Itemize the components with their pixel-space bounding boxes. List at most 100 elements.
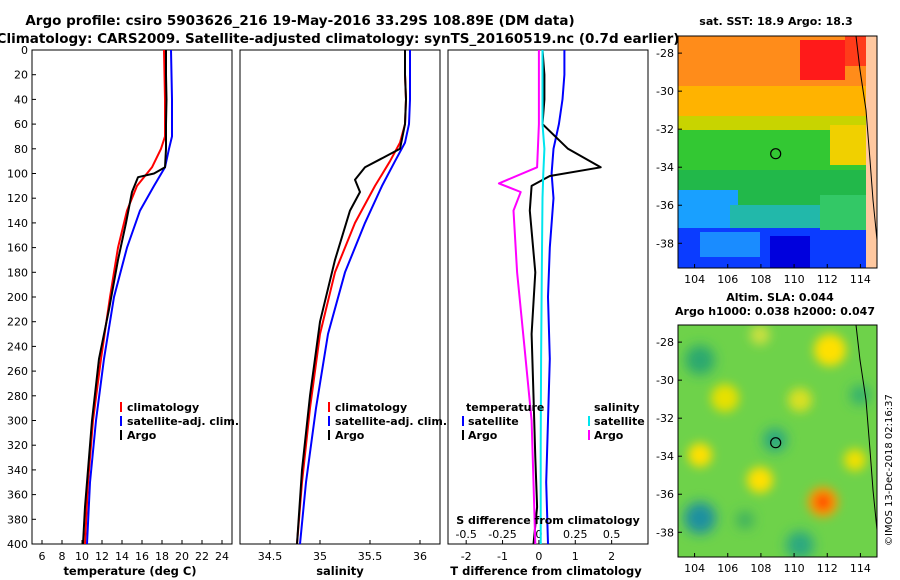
map-y-tick-label: -30 xyxy=(656,85,674,98)
diff-legend-temperature-title: temperature xyxy=(466,401,544,414)
map-y-tick-label: -32 xyxy=(656,123,674,136)
x-tick-label: -2 xyxy=(461,550,472,563)
sla-map-title-1: Altim. SLA: 0.044 xyxy=(726,291,834,304)
temperature-legend: climatology satellite-adj. clim. Argo xyxy=(120,401,239,442)
x-tick-label: 1 xyxy=(572,550,579,563)
depth-tick-label: 360 xyxy=(7,489,28,502)
temp-legend-argo: Argo xyxy=(127,429,157,442)
diff-legend-s-satellite: satellite xyxy=(594,415,645,428)
x-tick-label: 34.5 xyxy=(258,550,283,563)
depth-tick-label: 300 xyxy=(7,415,28,428)
map-x-tick-label: 110 xyxy=(784,562,805,575)
temperature-plot-frame xyxy=(31,49,233,545)
map-y-tick-label: -28 xyxy=(656,336,674,349)
depth-tick-label: 380 xyxy=(7,513,28,526)
title-line-2: Climatology: CARS2009. Satellite-adjuste… xyxy=(0,31,679,47)
series-line-s-argo xyxy=(497,50,540,545)
depth-tick-label: 340 xyxy=(7,464,28,477)
s-diff-tick-label: -0.5 xyxy=(455,528,476,541)
depth-tick-label: 280 xyxy=(7,390,28,403)
x-tick-label: 8 xyxy=(59,550,66,563)
map-y-tick-label: -34 xyxy=(656,161,674,174)
temperature-panel: 0 20 40 60 80 100 120 140 160 180 200 220 240 260 280 3… xyxy=(7,44,239,578)
salinity-panel: 34.5 35 35.5 36 salinity climatology satell… xyxy=(239,49,447,578)
s-diff-tick-label: -0.25 xyxy=(488,528,516,541)
salinity-legend: climatology satellite-adj. clim. Argo xyxy=(328,401,447,442)
series-line-t-satellite xyxy=(545,50,566,545)
sst-map-panel: sat. SST: 18.9 Argo: 18.3 xyxy=(656,15,878,286)
x-tick-label: -1 xyxy=(497,550,508,563)
depth-tick-label: 200 xyxy=(7,291,28,304)
sal-legend-satellite: satellite-adj. clim. xyxy=(335,415,447,428)
difference-panel: -2 -1 0 1 2 -0.5 -0.25 0 0.25 0.5 S difference fr… xyxy=(447,49,649,578)
depth-tick-label: 400 xyxy=(7,538,28,551)
sla-coastline xyxy=(855,325,877,531)
x-tick-label: 35.5 xyxy=(358,550,383,563)
x-tick-label: 22 xyxy=(195,550,209,563)
x-tick-label: 6 xyxy=(39,550,46,563)
s-difference-xlabel: S difference from climatology xyxy=(456,514,640,527)
x-tick-label: 24 xyxy=(215,550,229,563)
t-difference-xlabel: T difference from climatology xyxy=(450,564,642,578)
x-tick-label: 16 xyxy=(135,550,149,563)
temperature-xlabel: temperature (deg C) xyxy=(63,564,196,578)
sla-map-panel: Altim. SLA: 0.044 Argo h1000: 0.038 h200… xyxy=(656,291,878,575)
map-x-tick-label: 112 xyxy=(817,273,838,286)
sst-argo-marker xyxy=(770,148,782,160)
series-line-argo xyxy=(82,50,168,545)
depth-tick-label: 220 xyxy=(7,316,28,329)
map-y-tick-label: -34 xyxy=(656,450,674,463)
depth-tick-label: 320 xyxy=(7,439,28,452)
series-line-satellite-adj-clim- xyxy=(299,50,411,545)
x-tick-label: 20 xyxy=(175,550,189,563)
map-y-tick-label: -28 xyxy=(656,47,674,60)
map-x-tick-label: 114 xyxy=(850,562,871,575)
diff-legend-t-argo: Argo xyxy=(468,429,498,442)
sla-argo-marker xyxy=(770,437,782,449)
imos-credit: ©IMOS 13-Dec-2018 02:16:37 xyxy=(884,394,895,546)
sla-map-title-2: Argo h1000: 0.038 h2000: 0.047 xyxy=(675,305,875,318)
series-line-t-argo xyxy=(528,49,602,545)
x-tick-label: 18 xyxy=(155,550,169,563)
series-line-satellite-adj-clim- xyxy=(86,49,173,545)
map-x-tick-label: 110 xyxy=(784,273,805,286)
map-y-tick-label: -36 xyxy=(656,488,674,501)
map-x-tick-label: 106 xyxy=(717,562,738,575)
depth-tick-label: 0 xyxy=(21,44,28,57)
sst-coastline xyxy=(855,36,877,241)
map-y-tick-label: -30 xyxy=(656,374,674,387)
depth-tick-label: 120 xyxy=(7,192,28,205)
depth-tick-label: 160 xyxy=(7,242,28,255)
diff-legend-t-satellite: satellite xyxy=(468,415,519,428)
x-tick-label: 12 xyxy=(95,550,109,563)
title-line-1: Argo profile: csiro 5903626_216 19-May-2… xyxy=(25,13,574,29)
map-x-tick-label: 108 xyxy=(750,562,771,575)
difference-legend: temperature satellite Argo salinity sate… xyxy=(462,401,645,442)
s-diff-tick-label: 0.5 xyxy=(603,528,621,541)
map-y-tick-label: -36 xyxy=(656,199,674,212)
x-tick-label: 14 xyxy=(115,550,129,563)
depth-tick-label: 240 xyxy=(7,340,28,353)
sst-map-title: sat. SST: 18.9 Argo: 18.3 xyxy=(699,15,852,28)
series-line-s-satellite xyxy=(539,50,546,544)
map-x-tick-label: 112 xyxy=(817,562,838,575)
x-tick-label: 2 xyxy=(608,550,615,563)
diff-legend-salinity-title: salinity xyxy=(594,401,640,414)
sal-legend-argo: Argo xyxy=(335,429,365,442)
map-y-tick-label: -32 xyxy=(656,412,674,425)
s-diff-tick-label: 0 xyxy=(535,528,542,541)
depth-tick-label: 140 xyxy=(7,217,28,230)
depth-tick-label: 60 xyxy=(14,118,28,131)
depth-tick-label: 100 xyxy=(7,168,28,181)
series-line-climatology xyxy=(84,49,166,545)
sst-map-frame xyxy=(677,35,878,269)
x-tick-label: 35 xyxy=(313,550,327,563)
map-x-tick-label: 114 xyxy=(850,273,871,286)
sla-map-frame xyxy=(677,324,878,558)
depth-tick-label: 260 xyxy=(7,365,28,378)
temp-legend-climatology: climatology xyxy=(127,401,199,414)
map-x-tick-label: 108 xyxy=(750,273,771,286)
sst-map-field xyxy=(678,36,877,268)
depth-tick-label: 40 xyxy=(14,93,28,106)
